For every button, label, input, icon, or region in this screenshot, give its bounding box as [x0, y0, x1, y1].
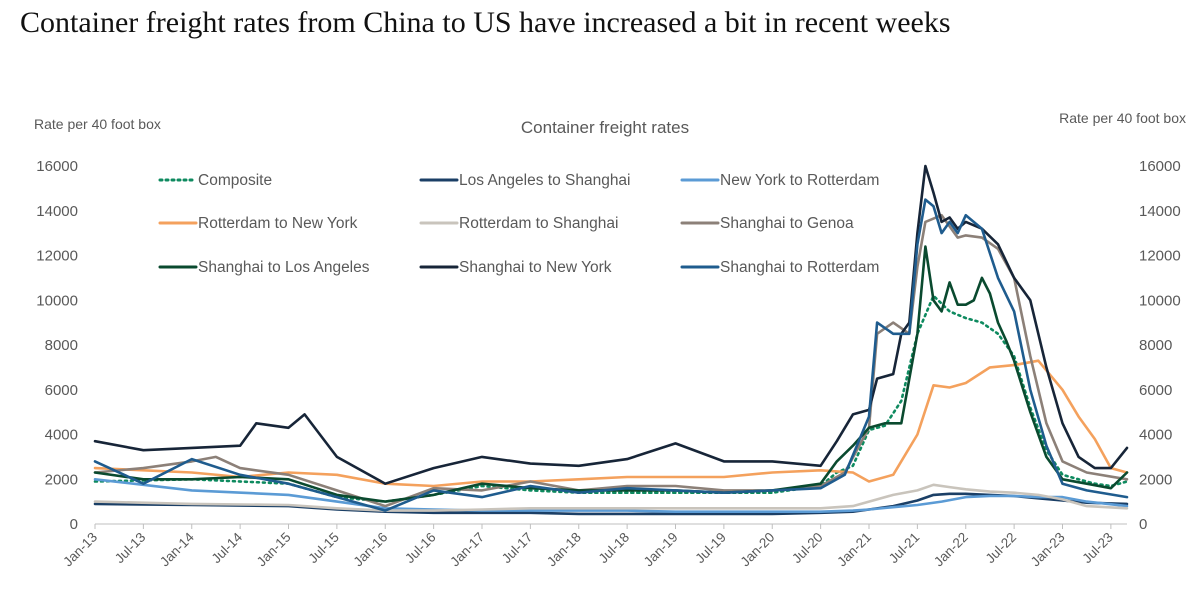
x-tick-label: Jan-17: [447, 530, 487, 570]
y-tick-label-right: 14000: [1139, 203, 1181, 220]
legend-label: Rotterdam to New York: [198, 215, 358, 232]
y-tick-label-left: 12000: [36, 248, 78, 265]
series-lines: [93, 164, 1129, 516]
y-tick-label-right: 10000: [1139, 292, 1181, 309]
headline: Container freight rates from China to US…: [20, 6, 951, 39]
x-tick-label: Jul-18: [596, 530, 633, 567]
y-tick-label-right: 8000: [1139, 337, 1172, 354]
y-axis-left: 0 2000 4000 6000 8000 10000 12000 14000 16000: [36, 158, 78, 533]
x-tick-label: Jan-13: [60, 530, 100, 570]
y-tick-label-left: 8000: [45, 337, 78, 354]
x-tick-label: Jul-16: [402, 530, 439, 567]
y-tick-label-left: 0: [70, 516, 78, 533]
x-tick-label: Jul-23: [1079, 530, 1116, 567]
x-tick-label: Jul-17: [499, 530, 536, 567]
y-axis-right: 0 2000 4000 6000 8000 10000 12000 14000 16000: [1139, 158, 1181, 533]
y-tick-label-left: 14000: [36, 203, 78, 220]
y-tick-label-right: 0: [1139, 516, 1147, 533]
series-line: [93, 164, 1129, 486]
y-tick-label-right: 2000: [1139, 471, 1172, 488]
x-tick-label: Jul-22: [983, 530, 1020, 567]
y-axis-label-left: Rate per 40 foot box: [34, 116, 161, 132]
legend-label: Shanghai to New York: [459, 259, 612, 276]
x-tick-label: Jul-15: [305, 530, 342, 567]
series-line: [93, 483, 1129, 512]
x-tick-label: Jan-14: [157, 529, 197, 569]
y-tick-label-left: 4000: [45, 427, 78, 444]
legend-label: New York to Rotterdam: [720, 172, 879, 189]
legend: Composite Los Angeles to Shanghai New York…: [158, 172, 879, 276]
legend-label: Shanghai to Los Angeles: [198, 259, 370, 276]
x-tick-label: Jul-20: [789, 530, 826, 567]
y-tick-label-left: 10000: [36, 292, 78, 309]
series-line: [93, 294, 1129, 503]
legend-label: Composite: [198, 172, 272, 189]
y-tick-label-left: 16000: [36, 158, 78, 175]
legend-label: Rotterdam to Shanghai: [459, 215, 618, 232]
y-tick-label-right: 6000: [1139, 382, 1172, 399]
x-tick-label: Jul-21: [886, 530, 923, 567]
y-tick-label-left: 2000: [45, 471, 78, 488]
legend-label: Los Angeles to Shanghai: [459, 172, 631, 189]
x-tick-label: Jul-19: [692, 530, 729, 567]
y-tick-label-right: 12000: [1139, 248, 1181, 265]
x-tick-label: Jan-16: [351, 530, 391, 570]
x-tick-label: Jan-21: [834, 530, 874, 570]
chart-title: Container freight rates: [521, 118, 689, 137]
legend-label: Shanghai to Genoa: [720, 215, 854, 232]
series-line: [93, 198, 1129, 512]
y-tick-label-right: 16000: [1139, 158, 1181, 175]
x-tick-label: Jan-15: [254, 530, 294, 570]
x-tick-label: Jan-22: [931, 530, 971, 570]
series-line: [93, 359, 1129, 488]
x-tick-label: Jan-20: [738, 530, 778, 570]
x-axis: Jan-13 Jul-13 Jan-14 Jul-14 Jan-15 Jul-15 Jan-…: [60, 524, 1116, 569]
y-tick-label-right: 4000: [1139, 427, 1172, 444]
y-axis-label-right: Rate per 40 foot box: [1059, 110, 1186, 126]
x-tick-label: Jan-23: [1028, 530, 1068, 570]
x-tick-label: Jan-18: [544, 530, 584, 570]
y-tick-label-left: 6000: [45, 382, 78, 399]
x-tick-label: Jan-19: [641, 530, 681, 570]
x-tick-label: Jul-13: [112, 530, 149, 567]
x-tick-label: Jul-14: [209, 529, 246, 566]
series-line: [93, 245, 1129, 503]
legend-label: Shanghai to Rotterdam: [720, 259, 879, 276]
